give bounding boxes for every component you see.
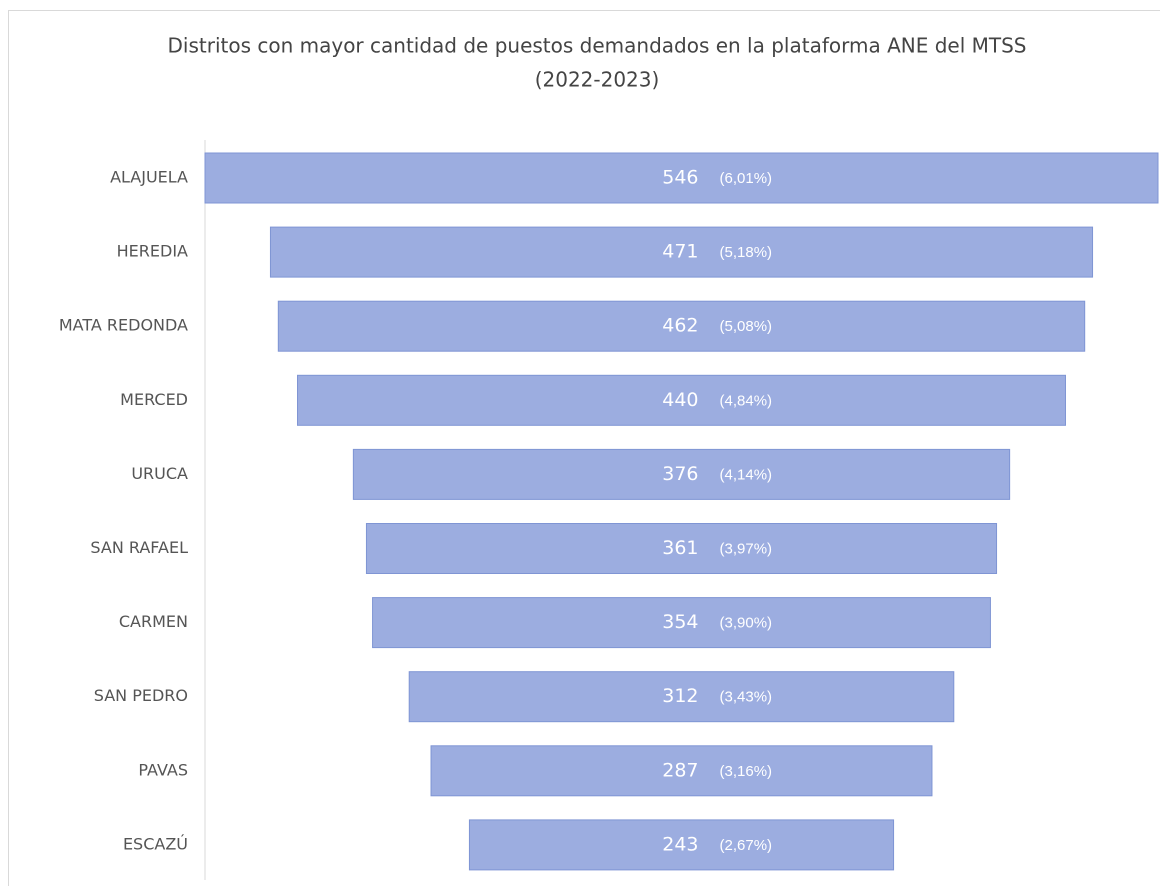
percent-label: (5,08%) bbox=[720, 318, 773, 335]
category-label: SAN RAFAEL bbox=[90, 538, 188, 557]
value-label: 287 bbox=[662, 759, 698, 781]
percent-label: (2,67%) bbox=[720, 837, 773, 854]
category-label: URUCA bbox=[131, 464, 188, 483]
percent-label: (4,14%) bbox=[720, 466, 773, 483]
category-label: CARMEN bbox=[119, 612, 188, 631]
value-label: 243 bbox=[662, 833, 698, 855]
funnel-bar bbox=[468, 819, 895, 871]
category-label: ESCAZÚ bbox=[123, 834, 188, 853]
funnel-bar bbox=[204, 152, 1159, 204]
funnel-bar bbox=[277, 300, 1086, 352]
category-label: ALAJUELA bbox=[110, 168, 188, 187]
value-label: 440 bbox=[662, 389, 698, 411]
funnel-bar bbox=[365, 523, 998, 574]
category-label: PAVAS bbox=[138, 760, 188, 779]
value-label: 312 bbox=[662, 685, 698, 707]
percent-label: (3,97%) bbox=[720, 540, 773, 557]
funnel-bar bbox=[430, 745, 933, 797]
percent-label: (5,18%) bbox=[720, 244, 773, 261]
percent-label: (4,84%) bbox=[720, 392, 773, 409]
category-label: MERCED bbox=[120, 390, 188, 409]
category-label: SAN PEDRO bbox=[94, 686, 188, 705]
funnel-bar bbox=[297, 374, 1066, 426]
funnel-bar bbox=[408, 671, 955, 723]
chart-title: Distritos con mayor cantidad de puestos … bbox=[168, 34, 1027, 58]
category-label: MATA REDONDA bbox=[59, 316, 188, 335]
value-label: 471 bbox=[662, 241, 698, 263]
percent-label: (6,01%) bbox=[720, 170, 773, 187]
chart-subtitle: (2022-2023) bbox=[535, 68, 660, 92]
category-label: HEREDIA bbox=[117, 242, 188, 261]
value-label: 376 bbox=[662, 463, 698, 485]
value-label: 354 bbox=[662, 611, 698, 633]
percent-label: (3,16%) bbox=[720, 763, 773, 780]
funnel-bar bbox=[372, 597, 991, 649]
value-label: 462 bbox=[662, 315, 698, 337]
funnel-bar bbox=[352, 448, 1011, 500]
percent-label: (3,43%) bbox=[720, 689, 773, 706]
value-label: 361 bbox=[662, 537, 698, 559]
funnel-bar bbox=[269, 226, 1094, 278]
value-label: 546 bbox=[662, 167, 698, 189]
percent-label: (3,90%) bbox=[720, 615, 773, 632]
